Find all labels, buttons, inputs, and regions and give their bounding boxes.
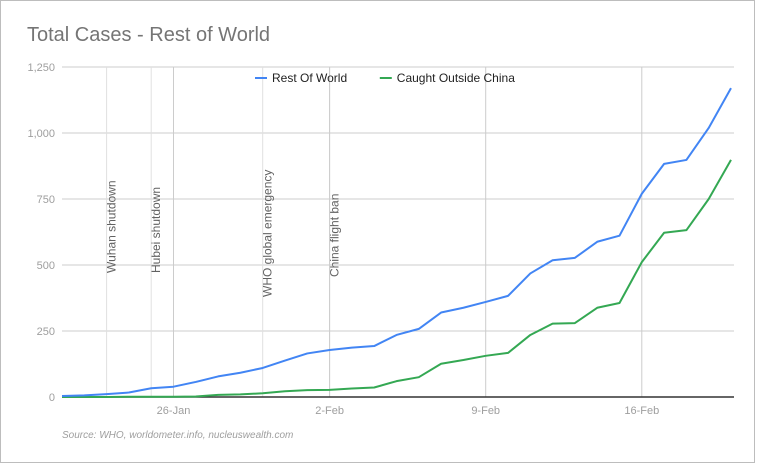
annotation-label: Wuhan shutdown xyxy=(105,180,119,273)
x-tick-label: 2-Feb xyxy=(315,405,344,417)
series-line-rest-of-world xyxy=(61,87,732,397)
y-tick-label: 1,000 xyxy=(27,128,55,140)
y-tick-label: 0 xyxy=(49,392,55,404)
y-tick-label: 750 xyxy=(37,194,55,206)
legend-label: Rest Of World xyxy=(272,71,347,85)
chart-title: Total Cases - Rest of World xyxy=(27,24,271,46)
x-tick-label: 26-Jan xyxy=(157,405,191,417)
source-note: Source: WHO, worldometer.info, nucleuswe… xyxy=(62,430,294,441)
x-tick-label: 9-Feb xyxy=(471,405,500,417)
annotation-label: WHO global emergency xyxy=(261,170,275,297)
annotation-label: Hubei shutdown xyxy=(149,187,163,273)
series-line-caught-outside-china xyxy=(62,159,732,398)
y-tick-label: 1,250 xyxy=(27,62,55,74)
annotation-label: China flight ban xyxy=(328,194,342,277)
legend-label: Caught Outside China xyxy=(397,71,515,85)
x-tick-label: 16-Feb xyxy=(624,405,659,417)
y-tick-label: 500 xyxy=(37,260,55,272)
y-tick-label: 250 xyxy=(37,326,55,338)
